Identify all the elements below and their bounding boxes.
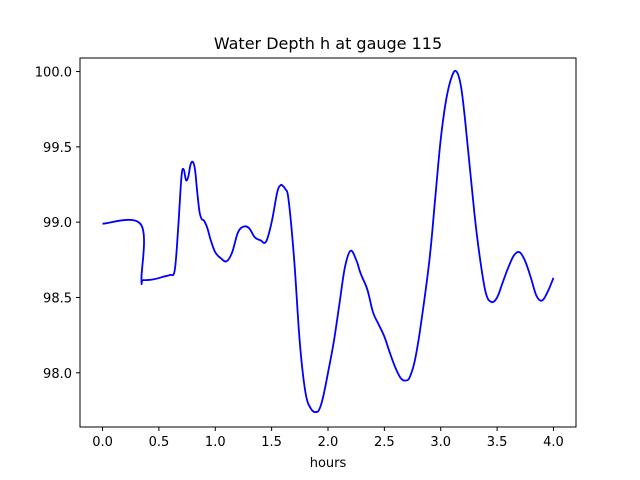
y-tick-label: 98.5 (43, 291, 72, 306)
chart-title: Water Depth h at gauge 115 (214, 34, 442, 53)
x-tick-label: 1.5 (261, 435, 282, 450)
x-tick-label: 3.0 (430, 435, 451, 450)
series-line (102, 69, 555, 413)
plot-area: 0.0 0.5 1.0 1.5 2.0 2.5 3.0 3.5 4.0 98.0 98.5 99.0… (35, 57, 577, 450)
y-axis: 98.0 98.5 99.0 99.5 100.0 (35, 66, 80, 382)
y-tick-label: 98.0 (43, 367, 72, 382)
x-tick-label: 2.5 (374, 435, 395, 450)
y-tick-label: 99.0 (43, 216, 72, 231)
x-tick-label: 4.0 (543, 435, 564, 450)
x-tick-label: 1.0 (205, 435, 226, 450)
x-tick-label: 0.0 (92, 435, 113, 450)
series-layer (102, 69, 555, 413)
x-tick-label: 2.0 (318, 435, 339, 450)
x-axis: 0.0 0.5 1.0 1.5 2.0 2.5 3.0 3.5 4.0 (92, 427, 564, 450)
y-tick-label: 100.0 (35, 66, 72, 81)
x-tick-label: 0.5 (149, 435, 170, 450)
x-axis-label: hours (310, 456, 347, 471)
y-tick-label: 99.5 (43, 141, 72, 156)
x-tick-label: 3.5 (487, 435, 508, 450)
